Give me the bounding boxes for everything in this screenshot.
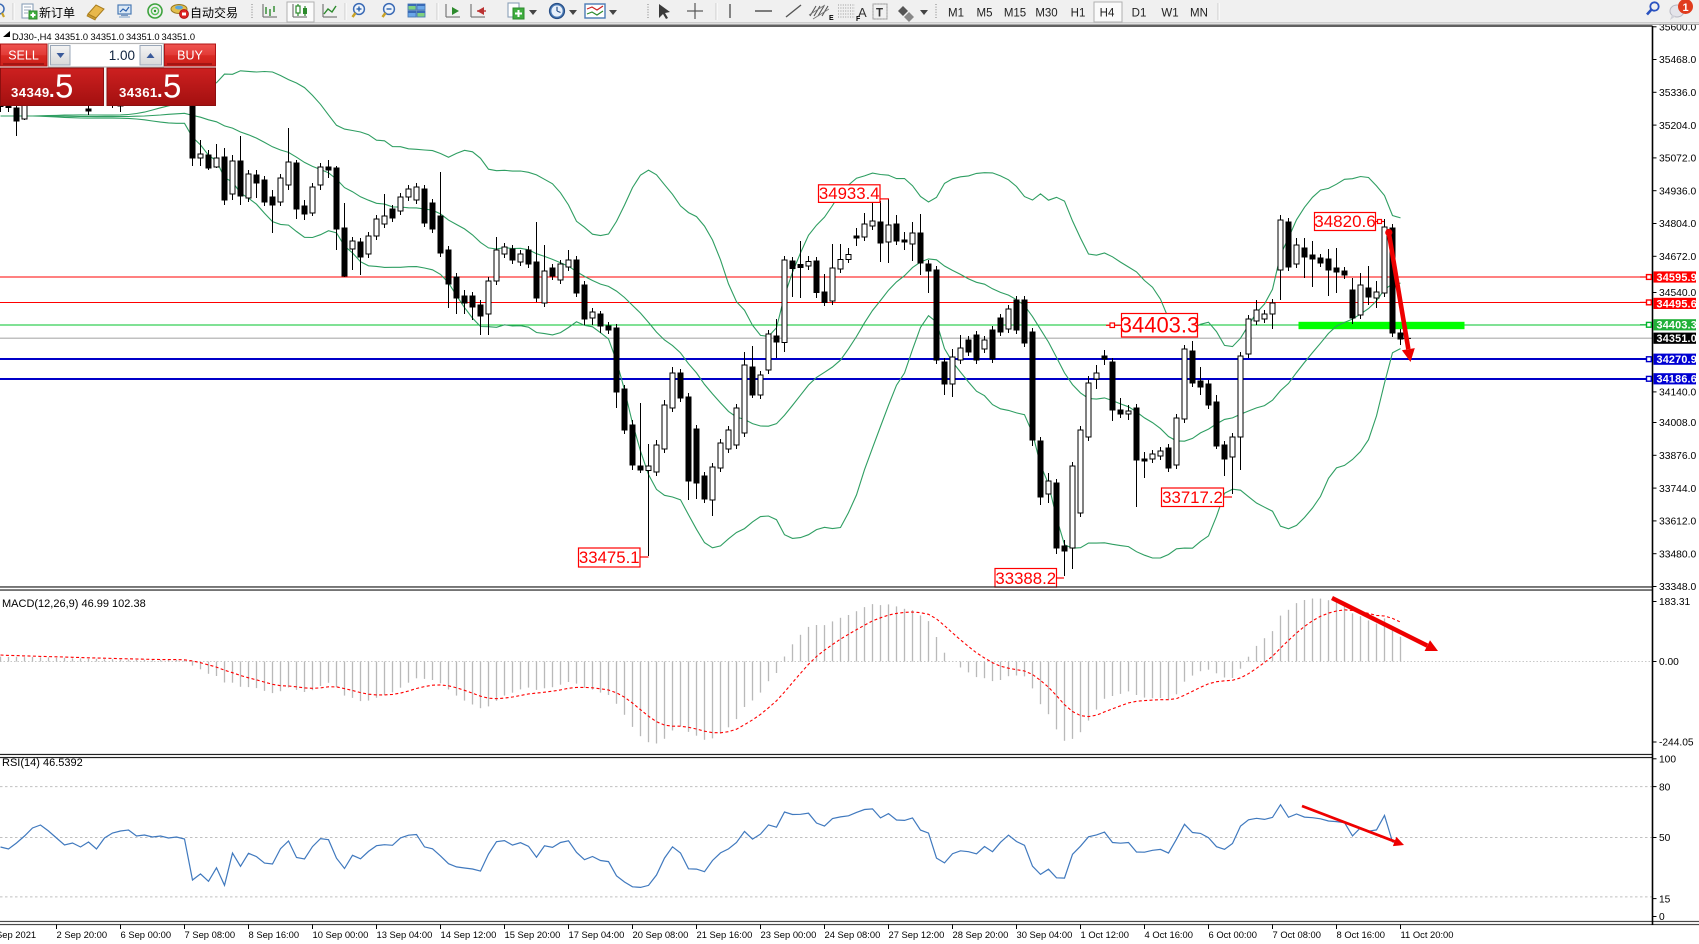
svg-text:34361: 34361 (119, 85, 158, 100)
svg-text:34672.0: 34672.0 (1659, 252, 1696, 263)
svg-text:D1: D1 (1132, 8, 1147, 20)
svg-text:5: 5 (55, 68, 73, 105)
svg-text:新订单: 新订单 (39, 5, 75, 20)
svg-text:35600.0: 35600.0 (1659, 23, 1696, 34)
svg-text:34270.9: 34270.9 (1657, 354, 1697, 366)
svg-text:34351.0: 34351.0 (1657, 333, 1697, 345)
svg-text:34008.0: 34008.0 (1659, 418, 1696, 429)
svg-text:8 Sep 16:00: 8 Sep 16:00 (249, 929, 300, 940)
svg-text:183.31: 183.31 (1659, 597, 1690, 608)
svg-text:33388.2: 33388.2 (995, 569, 1056, 588)
svg-text:.: . (49, 80, 55, 102)
svg-text:35204.0: 35204.0 (1659, 121, 1696, 132)
svg-text:13 Sep 04:00: 13 Sep 04:00 (377, 929, 433, 940)
svg-text:15 Sep 20:00: 15 Sep 20:00 (505, 929, 561, 940)
svg-text:14 Sep 12:00: 14 Sep 12:00 (441, 929, 497, 940)
svg-text:H1: H1 (1071, 8, 1086, 20)
svg-text:0.00: 0.00 (1659, 657, 1679, 668)
svg-text:1.00: 1.00 (109, 48, 135, 63)
svg-text:M1: M1 (948, 8, 964, 20)
svg-text:33612.0: 33612.0 (1659, 517, 1696, 528)
svg-text:35468.0: 35468.0 (1659, 55, 1696, 66)
svg-text:.: . (157, 80, 163, 102)
svg-text:M5: M5 (977, 8, 993, 20)
svg-text:35072.0: 35072.0 (1659, 154, 1696, 165)
svg-text:34403.3: 34403.3 (1120, 313, 1200, 338)
svg-text:SELL: SELL (8, 49, 39, 63)
svg-text:34403.3: 34403.3 (1657, 320, 1697, 332)
svg-text:34140.0: 34140.0 (1659, 388, 1696, 399)
svg-text:20 Sep 08:00: 20 Sep 08:00 (633, 929, 689, 940)
svg-text:6 Oct 00:00: 6 Oct 00:00 (1209, 929, 1257, 940)
svg-text:34186.6: 34186.6 (1657, 374, 1697, 386)
svg-text:7 Sep 08:00: 7 Sep 08:00 (185, 929, 236, 940)
svg-text:80: 80 (1659, 782, 1671, 793)
svg-text:MACD(12,26,9) 46.99 102.38: MACD(12,26,9) 46.99 102.38 (2, 598, 146, 610)
svg-text:34595.9: 34595.9 (1657, 272, 1697, 284)
svg-text:15: 15 (1659, 894, 1671, 905)
svg-text:33348.0: 33348.0 (1659, 582, 1696, 593)
svg-text:W1: W1 (1161, 8, 1178, 20)
svg-text:33876.0: 33876.0 (1659, 451, 1696, 462)
svg-text:28 Sep 20:00: 28 Sep 20:00 (953, 929, 1009, 940)
svg-text:34804.0: 34804.0 (1659, 219, 1696, 230)
svg-text:34820.6: 34820.6 (1314, 212, 1375, 231)
svg-text:RSI(14) 46.5392: RSI(14) 46.5392 (2, 757, 83, 769)
svg-text:33744.0: 33744.0 (1659, 484, 1696, 495)
svg-text:M15: M15 (1004, 8, 1026, 20)
svg-text:21 Sep 16:00: 21 Sep 16:00 (697, 929, 753, 940)
svg-text:100: 100 (1659, 754, 1676, 765)
svg-text:34936.0: 34936.0 (1659, 186, 1696, 197)
svg-text:24 Sep 08:00: 24 Sep 08:00 (825, 929, 881, 940)
svg-text:34349: 34349 (11, 85, 50, 100)
svg-text:34495.6: 34495.6 (1657, 298, 1697, 310)
svg-text:6 Sep 00:00: 6 Sep 00:00 (121, 929, 172, 940)
svg-text:35336.0: 35336.0 (1659, 88, 1696, 99)
svg-text:7 Oct 08:00: 7 Oct 08:00 (1273, 929, 1321, 940)
svg-text:M30: M30 (1035, 8, 1057, 20)
svg-text:E: E (829, 15, 834, 22)
svg-text:11 Oct 20:00: 11 Oct 20:00 (1401, 929, 1454, 940)
svg-text:BUY: BUY (177, 49, 203, 63)
svg-text:33717.2: 33717.2 (1162, 488, 1223, 507)
svg-text:1 Oct 12:00: 1 Oct 12:00 (1081, 929, 1129, 940)
svg-text:自动交易: 自动交易 (190, 5, 238, 20)
svg-text:30 Sep 04:00: 30 Sep 04:00 (1017, 929, 1073, 940)
svg-text:33480.0: 33480.0 (1659, 549, 1696, 560)
svg-text:10 Sep 00:00: 10 Sep 00:00 (313, 929, 369, 940)
svg-text:4 Oct 16:00: 4 Oct 16:00 (1145, 929, 1193, 940)
svg-text:34351.0: 34351.0 (162, 32, 196, 42)
svg-text:50: 50 (1659, 833, 1671, 844)
svg-text:1: 1 (1682, 2, 1688, 14)
svg-text:34351.0: 34351.0 (126, 32, 160, 42)
svg-text:H4: H4 (1100, 8, 1115, 20)
svg-text:17 Sep 04:00: 17 Sep 04:00 (569, 929, 625, 940)
svg-text:33475.1: 33475.1 (579, 548, 640, 567)
svg-text:34540.0: 34540.0 (1659, 288, 1696, 299)
svg-text:2 Sep 20:00: 2 Sep 20:00 (57, 929, 108, 940)
svg-text:MN: MN (1190, 8, 1208, 20)
svg-text:A: A (858, 5, 867, 20)
svg-text:34351.0: 34351.0 (55, 32, 89, 42)
svg-text:34351.0: 34351.0 (91, 32, 125, 42)
svg-text:Sep 2021: Sep 2021 (0, 929, 36, 940)
svg-text:DJ30-,H4: DJ30-,H4 (12, 31, 52, 42)
svg-text:-244.05: -244.05 (1659, 738, 1694, 749)
svg-text:5: 5 (163, 68, 181, 105)
svg-text:23 Sep 00:00: 23 Sep 00:00 (761, 929, 817, 940)
svg-text:T: T (876, 8, 883, 20)
svg-text:F: F (856, 16, 861, 23)
svg-text:0: 0 (1659, 912, 1665, 923)
svg-text:34933.4: 34933.4 (819, 184, 880, 203)
svg-text:27 Sep 12:00: 27 Sep 12:00 (889, 929, 945, 940)
svg-text:8 Oct 16:00: 8 Oct 16:00 (1337, 929, 1385, 940)
